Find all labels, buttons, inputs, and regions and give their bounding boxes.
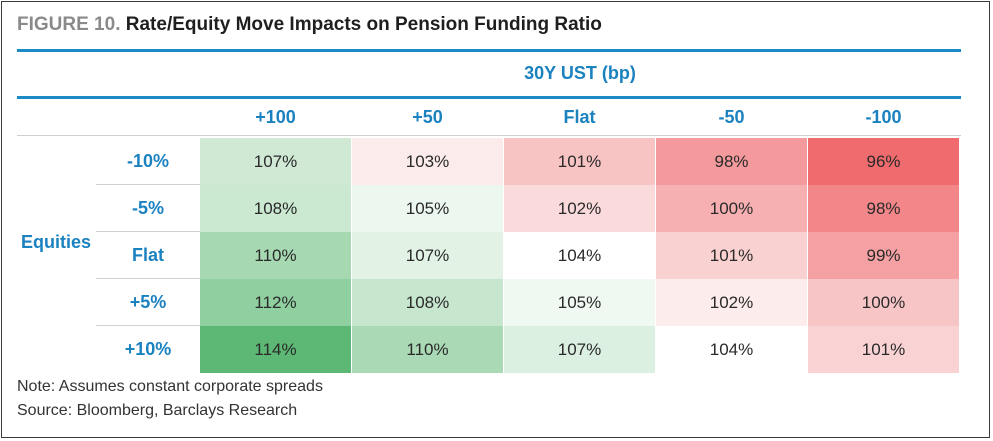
- row-label-divider: [96, 184, 200, 185]
- table-cell: 103%: [352, 138, 503, 185]
- top-rule: [17, 49, 961, 52]
- table-cell: 114%: [200, 326, 351, 373]
- figure-label: FIGURE 10.: [17, 14, 121, 35]
- table-cell: 112%: [200, 279, 351, 326]
- table-cell: 100%: [656, 185, 807, 232]
- table-cell: 108%: [352, 279, 503, 326]
- row-label: +10%: [124, 339, 172, 359]
- table-cell: 107%: [352, 232, 503, 279]
- table-cell: 101%: [504, 138, 655, 185]
- row-label: -5%: [131, 198, 164, 218]
- row-label-divider: [96, 278, 200, 279]
- table-source: Source: Bloomberg, Barclays Research: [17, 402, 298, 419]
- table-cell: 105%: [504, 279, 655, 326]
- column-group-header: 30Y UST (bp): [524, 63, 636, 83]
- table-cell: 110%: [352, 326, 503, 373]
- column-header-divider: [17, 135, 961, 136]
- column-header: -50: [718, 107, 745, 127]
- row-label-divider: [96, 325, 200, 326]
- table-cell: 105%: [352, 185, 503, 232]
- row-group-label: Equities: [20, 232, 91, 252]
- row-label: +5%: [129, 292, 167, 312]
- table-cell: 102%: [504, 185, 655, 232]
- table-cell: 99%: [808, 232, 959, 279]
- table-cell: 96%: [808, 138, 959, 185]
- column-header: -100: [865, 107, 902, 127]
- table-cell: 108%: [200, 185, 351, 232]
- table-cell: 110%: [200, 232, 351, 279]
- table-note: Note: Assumes constant corporate spreads: [17, 378, 323, 395]
- row-label: Flat: [131, 245, 164, 265]
- table-cell: 104%: [504, 232, 655, 279]
- column-header: +50: [412, 107, 443, 127]
- table-cell: 104%: [656, 326, 807, 373]
- header-rule: [17, 96, 961, 99]
- table-cell: 101%: [656, 232, 807, 279]
- column-header: +100: [255, 107, 296, 127]
- table-cell: 98%: [808, 185, 959, 232]
- figure-title-text: Rate/Equity Move Impacts on Pension Fund…: [125, 14, 602, 35]
- row-label-divider: [96, 231, 200, 232]
- table-cell: 100%: [808, 279, 959, 326]
- table-cell: 98%: [656, 138, 807, 185]
- table-cell: 107%: [504, 326, 655, 373]
- table-cell: 101%: [808, 326, 959, 373]
- figure-title: FIGURE 10. Rate/Equity Move Impacts on P…: [17, 14, 602, 36]
- column-header: Flat: [563, 107, 596, 127]
- table-cell: 102%: [656, 279, 807, 326]
- table-cell: 107%: [200, 138, 351, 185]
- row-label: -10%: [126, 151, 170, 171]
